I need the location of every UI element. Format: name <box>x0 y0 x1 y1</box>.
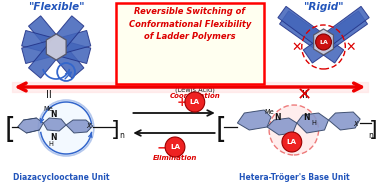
Circle shape <box>39 100 94 156</box>
Text: LA: LA <box>287 139 297 145</box>
Text: Reversible Switching of
Conformational Flexibility
of Ladder Polymers: Reversible Switching of Conformational F… <box>129 7 251 41</box>
Text: +: + <box>177 95 187 108</box>
Circle shape <box>282 132 302 152</box>
Text: LA: LA <box>319 40 328 45</box>
Polygon shape <box>22 31 91 63</box>
FancyBboxPatch shape <box>116 3 263 83</box>
Text: N: N <box>50 110 56 119</box>
Text: (Lewis Acid): (Lewis Acid) <box>175 87 215 93</box>
Text: II: II <box>302 90 308 100</box>
Text: ✕: ✕ <box>345 41 356 53</box>
Text: [: [ <box>216 116 227 144</box>
Polygon shape <box>297 113 328 133</box>
Polygon shape <box>43 118 66 131</box>
Text: ✕: ✕ <box>297 86 312 104</box>
Polygon shape <box>66 120 93 133</box>
Text: H: H <box>311 120 316 126</box>
Polygon shape <box>46 34 66 60</box>
Text: x: x <box>87 122 91 130</box>
Polygon shape <box>28 16 84 78</box>
Text: Me: Me <box>43 106 53 112</box>
Polygon shape <box>328 112 360 130</box>
Text: Me: Me <box>264 109 274 115</box>
Polygon shape <box>314 29 333 55</box>
Text: Diazacyclooctane Unit: Diazacyclooctane Unit <box>13 172 109 181</box>
Polygon shape <box>237 110 271 130</box>
Text: Hetera-Tröger's Base Unit: Hetera-Tröger's Base Unit <box>239 172 349 181</box>
Circle shape <box>316 34 332 50</box>
Text: LA: LA <box>170 144 180 150</box>
Text: II: II <box>46 90 52 100</box>
Circle shape <box>165 137 185 157</box>
Polygon shape <box>18 118 43 133</box>
Text: ✕: ✕ <box>291 41 302 53</box>
Text: N: N <box>274 112 280 122</box>
Text: [: [ <box>4 116 15 144</box>
Text: "Flexible": "Flexible" <box>28 2 84 12</box>
Polygon shape <box>278 6 323 45</box>
Circle shape <box>269 105 319 155</box>
Text: "Rigid": "Rigid" <box>303 2 344 12</box>
Polygon shape <box>303 11 367 63</box>
Polygon shape <box>324 6 369 45</box>
Polygon shape <box>22 31 91 63</box>
Text: LA: LA <box>190 99 200 105</box>
Polygon shape <box>267 118 297 135</box>
Text: ]: ] <box>111 120 120 140</box>
Polygon shape <box>280 11 344 63</box>
Text: Coordination: Coordination <box>169 93 220 99</box>
Text: n: n <box>119 130 124 139</box>
Text: x: x <box>353 119 358 127</box>
Text: −: − <box>156 140 168 154</box>
Text: H: H <box>49 141 54 147</box>
Text: Elimination: Elimination <box>153 155 197 161</box>
Text: ]: ] <box>369 120 377 140</box>
Text: n: n <box>368 132 373 140</box>
Polygon shape <box>28 16 84 78</box>
Text: N: N <box>304 112 310 122</box>
Circle shape <box>185 92 205 112</box>
Text: N: N <box>50 134 56 142</box>
